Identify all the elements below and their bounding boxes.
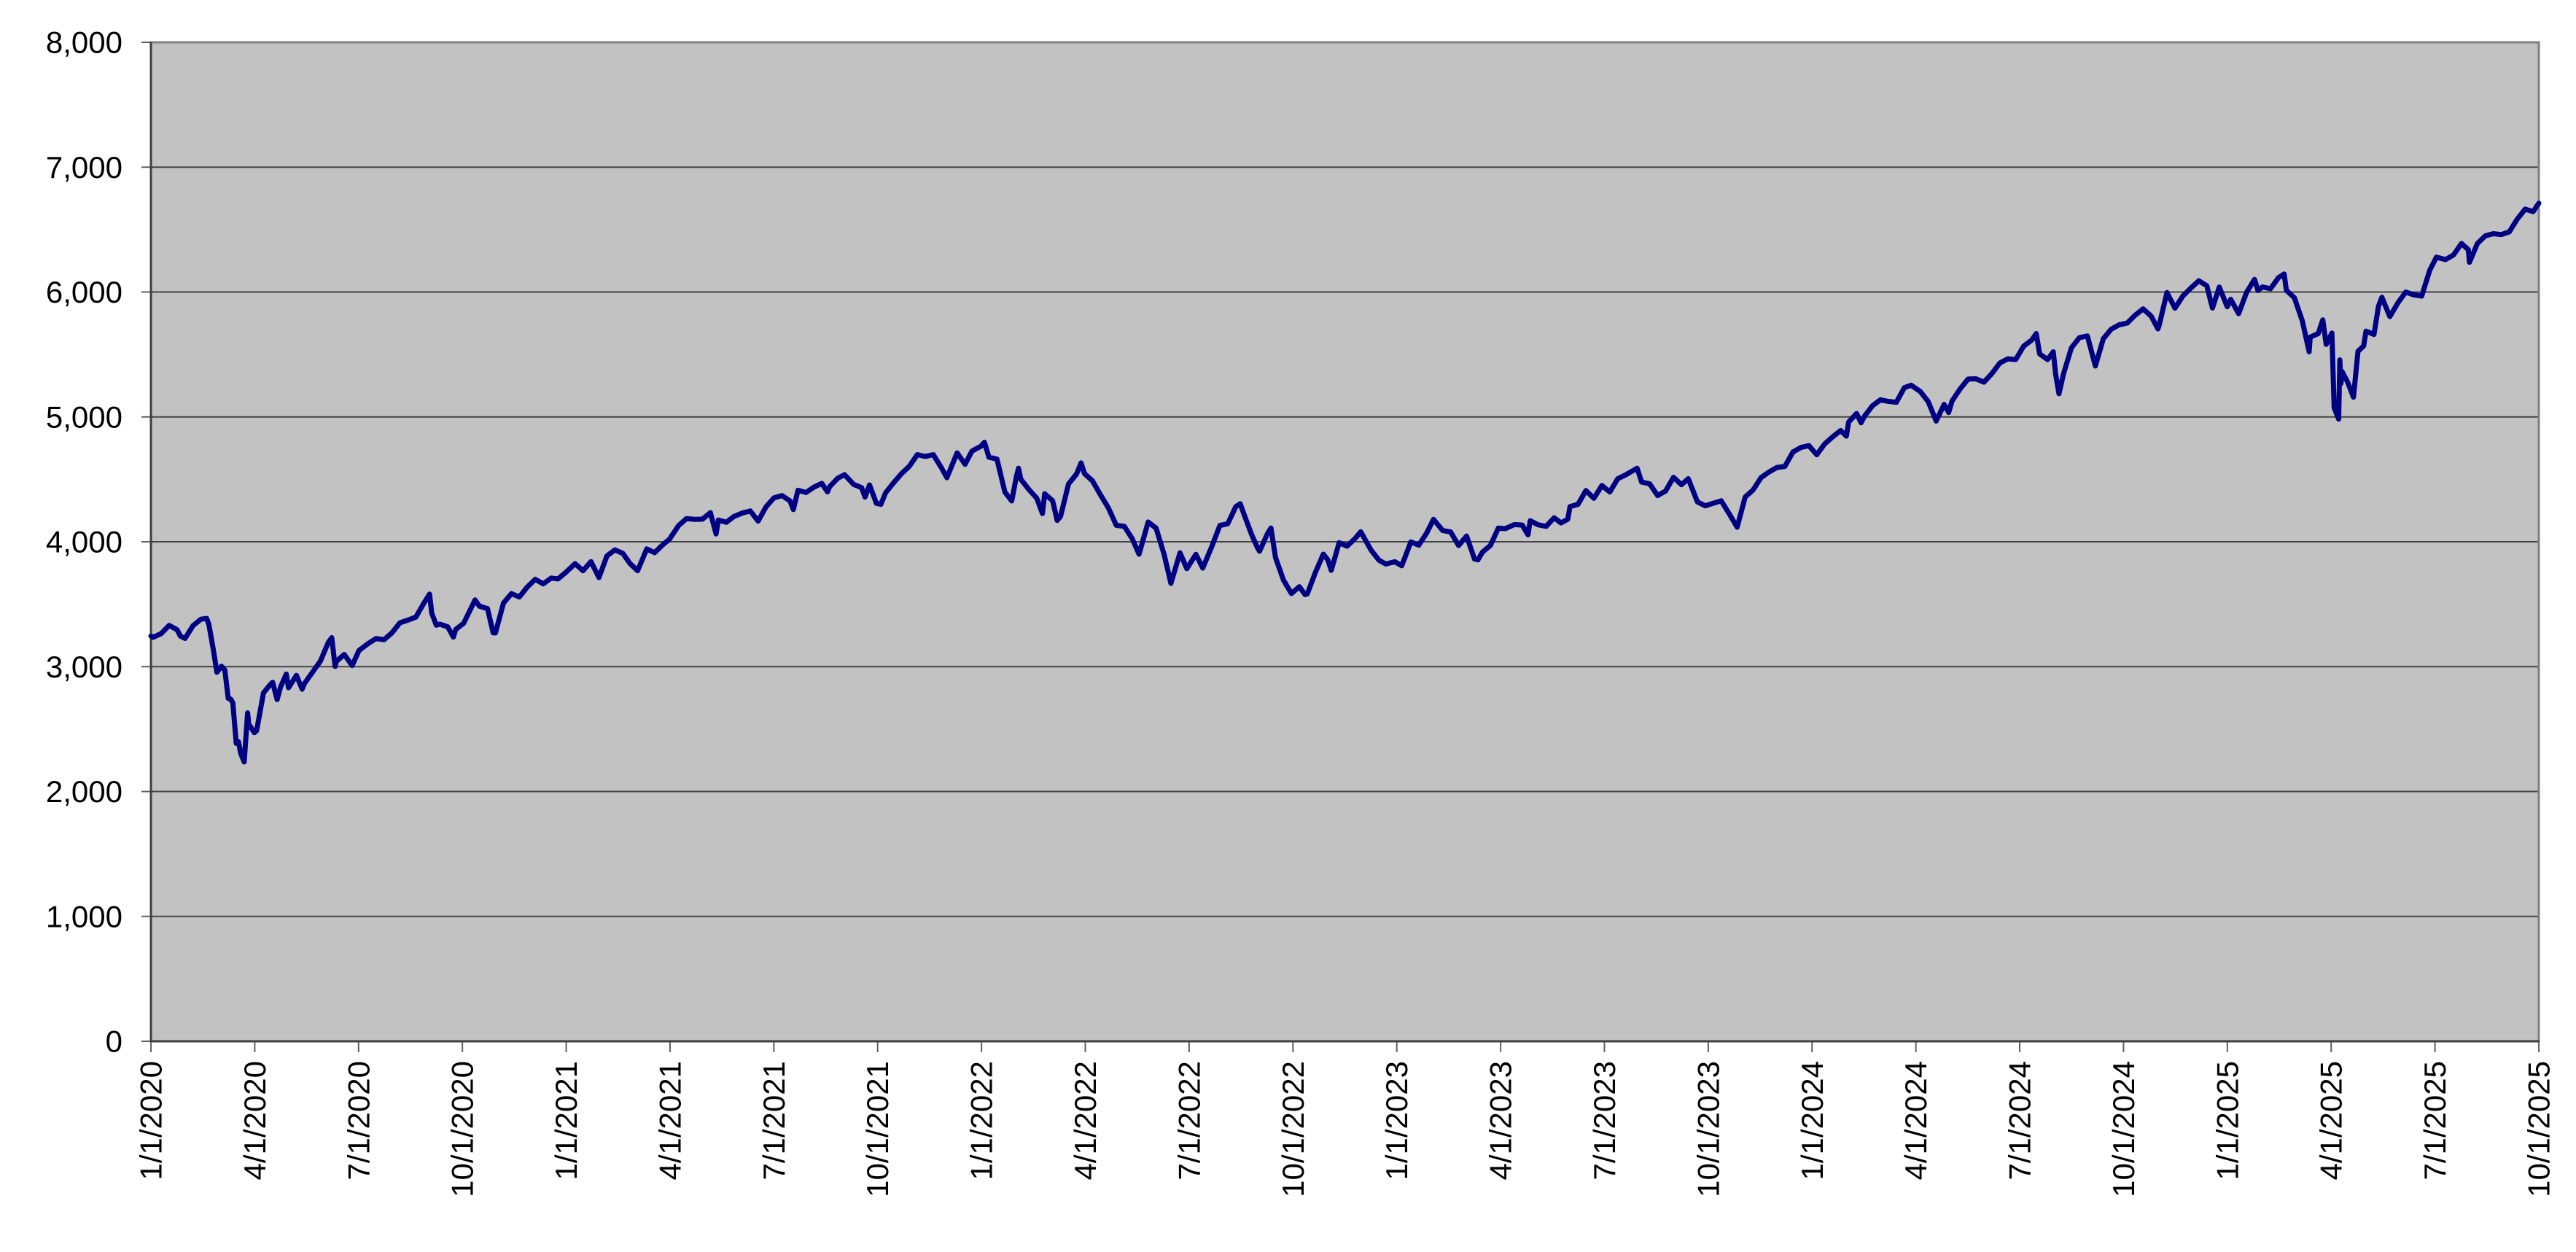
x-axis-label: 7/1/2023: [1587, 1061, 1622, 1181]
y-axis-label: 5,000: [46, 400, 122, 434]
x-axis-label: 1/1/2022: [965, 1061, 999, 1181]
x-axis-label: 4/1/2021: [653, 1061, 687, 1181]
x-axis-label: 1/1/2023: [1380, 1061, 1414, 1181]
gridlines: [151, 166, 2539, 917]
x-axis-label: 4/1/2024: [1899, 1061, 1933, 1181]
x-axis-label: 4/1/2022: [1068, 1061, 1102, 1181]
y-axis-label: 8,000: [46, 26, 122, 60]
x-axis-labels: 1/1/2020 4/1/2020 7/1/2020 10/1/2020 1/1/202…: [134, 1061, 2556, 1197]
x-axis-label: 10/1/2025: [2522, 1061, 2556, 1197]
y-axis-label: 6,000: [46, 275, 122, 309]
price-line: [148, 201, 2542, 765]
y-axis-label: 1,000: [46, 899, 122, 933]
x-axis-label: 10/1/2021: [860, 1061, 895, 1197]
y-axis-ticks: [141, 42, 151, 1042]
x-axis-label: 7/1/2021: [757, 1061, 791, 1181]
y-axis-label: 7,000: [46, 150, 122, 184]
x-axis-label: 7/1/2020: [341, 1061, 375, 1181]
y-axis-label: 4,000: [46, 525, 122, 559]
x-axis-label: 10/1/2023: [1691, 1061, 1725, 1197]
x-axis-label: 1/1/2025: [2210, 1061, 2244, 1181]
x-axis-label: 4/1/2020: [238, 1061, 272, 1181]
x-axis-ticks: [150, 1041, 2540, 1052]
y-axis-labels: 0 1,000 2,000 3,000 4,000 5,000 6,000 7,000 8,00…: [46, 26, 122, 1059]
y-axis-label: 3,000: [46, 650, 122, 684]
y-axis-label: 0: [106, 1024, 122, 1059]
y-axis-label: 2,000: [46, 774, 122, 809]
x-axis-label: 7/1/2025: [2418, 1061, 2452, 1181]
x-axis-label: 10/1/2020: [445, 1061, 480, 1197]
x-axis-label: 1/1/2021: [549, 1061, 583, 1181]
x-axis-label: 4/1/2023: [1484, 1061, 1518, 1181]
x-axis-label: 4/1/2025: [2314, 1061, 2349, 1181]
x-axis-label: 1/1/2020: [134, 1061, 168, 1181]
x-axis-label: 7/1/2024: [2003, 1061, 2037, 1181]
x-axis-label: 1/1/2024: [1795, 1061, 1829, 1181]
x-axis-label: 10/1/2024: [2106, 1061, 2141, 1197]
x-axis-label: 10/1/2022: [1276, 1061, 1310, 1197]
x-axis-label: 7/1/2022: [1172, 1061, 1206, 1181]
